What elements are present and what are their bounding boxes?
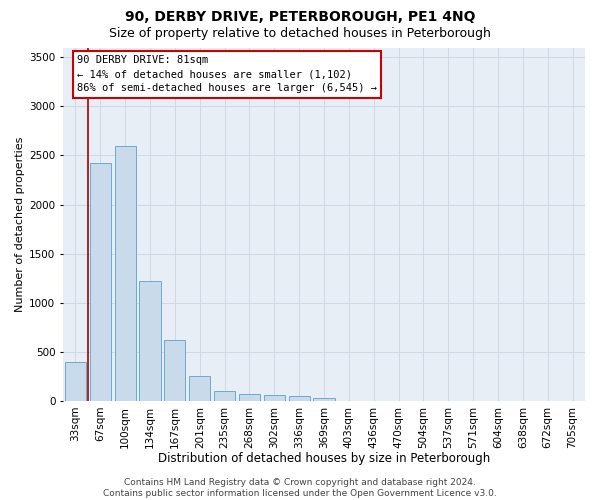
Bar <box>289 396 310 401</box>
X-axis label: Distribution of detached houses by size in Peterborough: Distribution of detached houses by size … <box>158 452 490 465</box>
Bar <box>90 164 111 401</box>
Bar <box>189 376 211 401</box>
Text: Contains HM Land Registry data © Crown copyright and database right 2024.
Contai: Contains HM Land Registry data © Crown c… <box>103 478 497 498</box>
Bar <box>313 398 335 401</box>
Bar <box>264 395 285 401</box>
Y-axis label: Number of detached properties: Number of detached properties <box>15 136 25 312</box>
Bar <box>214 391 235 401</box>
Bar <box>115 146 136 401</box>
Bar <box>139 281 161 401</box>
Bar <box>164 340 185 401</box>
Bar <box>239 394 260 401</box>
Bar <box>65 362 86 401</box>
Text: Size of property relative to detached houses in Peterborough: Size of property relative to detached ho… <box>109 28 491 40</box>
Text: 90 DERBY DRIVE: 81sqm
← 14% of detached houses are smaller (1,102)
86% of semi-d: 90 DERBY DRIVE: 81sqm ← 14% of detached … <box>77 56 377 94</box>
Text: 90, DERBY DRIVE, PETERBOROUGH, PE1 4NQ: 90, DERBY DRIVE, PETERBOROUGH, PE1 4NQ <box>125 10 475 24</box>
